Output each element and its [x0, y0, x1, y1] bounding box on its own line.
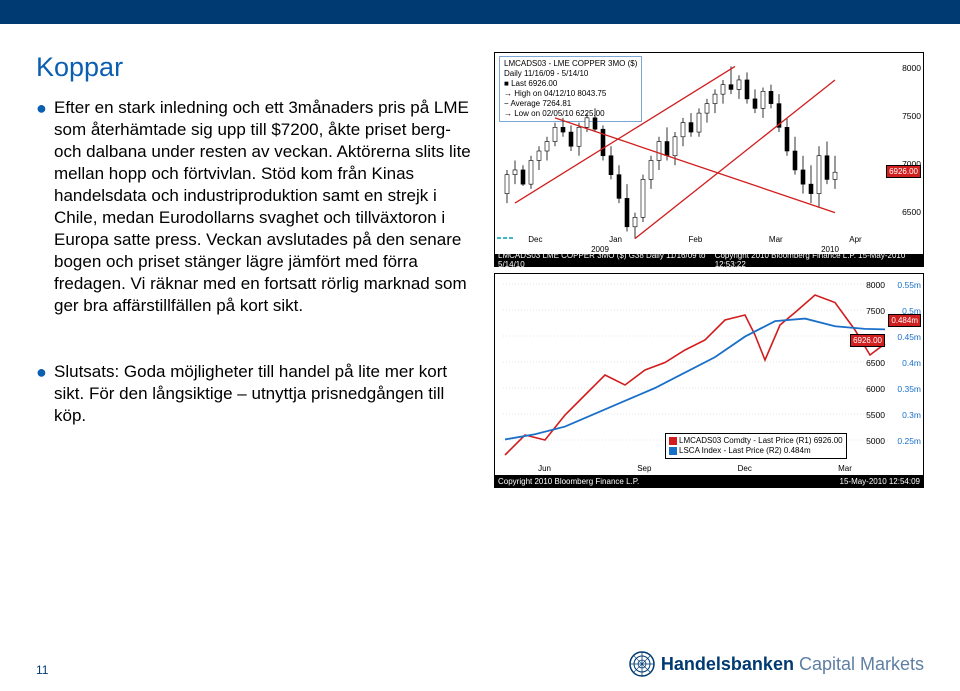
price-badge-right: 0.484m: [888, 314, 921, 327]
chart-bottom: 8000 7500 7000 6500 6000 5500 5000 0.55m…: [494, 273, 924, 488]
legend-row-2: LSCA Index - Last Price (R2) 0.484m: [669, 446, 843, 456]
chart-top-xaxis: Dec Jan Feb Mar Apr: [495, 228, 895, 246]
yr-tick: 0.4m: [902, 358, 921, 368]
chart-bot-footer: Copyright 2010 Bloomberg Finance L.P. 15…: [495, 475, 923, 487]
page-title: Koppar: [36, 52, 476, 83]
yl-tick: 6500: [866, 358, 885, 368]
logo-bold: Handelsbanken: [661, 654, 794, 674]
logo-icon: [629, 651, 655, 677]
right-column: LMCADS03 - LME COPPER 3MO ($) Daily 11/1…: [494, 52, 924, 488]
yr-tick: 0.3m: [902, 410, 921, 420]
x-tick: Sep: [637, 464, 651, 473]
bullet-text-1: Efter en stark inledning och ett 3månade…: [54, 97, 476, 317]
yr-tick: 0.55m: [897, 280, 921, 290]
x-tick: Jun: [538, 464, 551, 473]
chart-top-footer: LMCADS03 LME COPPER 3MO ($) G38 Daily 11…: [495, 254, 923, 266]
yl-tick: 6000: [866, 384, 885, 394]
chart-top: LMCADS03 - LME COPPER 3MO ($) Daily 11/1…: [494, 52, 924, 267]
price-badge-left: 6926.00: [850, 334, 885, 347]
chart-top-footer-right: Copyright 2010 Bloomberg Finance L.P. 15…: [715, 251, 920, 269]
y-tick: 7500: [902, 111, 921, 121]
yl-tick: 5500: [866, 410, 885, 420]
chart-bot-footer-left: Copyright 2010 Bloomberg Finance L.P.: [498, 477, 639, 486]
legend-row-1: LMCADS03 Comdty - Last Price (R1) 6926.0…: [669, 436, 843, 446]
y-tick: 6500: [902, 207, 921, 217]
page-number: 11: [36, 663, 48, 677]
x-tick: Feb: [689, 235, 703, 244]
yr-tick: 0.45m: [897, 332, 921, 342]
x-tick: Mar: [838, 464, 852, 473]
left-column: Koppar ● Efter en stark inledning och et…: [36, 52, 476, 488]
x-tick: Apr: [849, 235, 861, 244]
yl-tick: 8000: [866, 280, 885, 290]
bullet-block-2: ● Slutsats: Goda möjligheter till handel…: [36, 361, 476, 427]
y-tick: 8000: [902, 63, 921, 73]
content-area: Koppar ● Efter en stark inledning och et…: [0, 24, 960, 488]
bullet-icon: ●: [36, 97, 54, 317]
chart-bot-legend: LMCADS03 Comdty - Last Price (R1) 6926.0…: [665, 433, 847, 459]
topbar: [0, 0, 960, 24]
page-footer: 11 Handelsbanken Capital Markets: [36, 651, 924, 677]
logo: Handelsbanken Capital Markets: [629, 651, 924, 677]
chart-bot-footer-right: 15-May-2010 12:54:09: [840, 477, 921, 486]
yr-tick: 0.25m: [897, 436, 921, 446]
price-badge: 6926.00: [886, 165, 921, 178]
yl-tick: 5000: [866, 436, 885, 446]
bullet-block-1: ● Efter en stark inledning och ett 3måna…: [36, 97, 476, 317]
chart-top-footer-left: LMCADS03 LME COPPER 3MO ($) G38 Daily 11…: [498, 251, 715, 269]
x-tick: Dec: [738, 464, 752, 473]
bullet-icon: ●: [36, 361, 54, 427]
chart-bot-xaxis: Jun Sep Dec Mar: [495, 457, 895, 475]
bullet-text-2: Slutsats: Goda möjligheter till handel p…: [54, 361, 476, 427]
yl-tick: 7500: [866, 306, 885, 316]
yr-tick: 0.35m: [897, 384, 921, 394]
x-tick: Jan: [609, 235, 622, 244]
x-tick: Mar: [769, 235, 783, 244]
logo-light: Capital Markets: [794, 654, 924, 674]
logo-text: Handelsbanken Capital Markets: [661, 654, 924, 675]
x-tick: Dec: [528, 235, 542, 244]
